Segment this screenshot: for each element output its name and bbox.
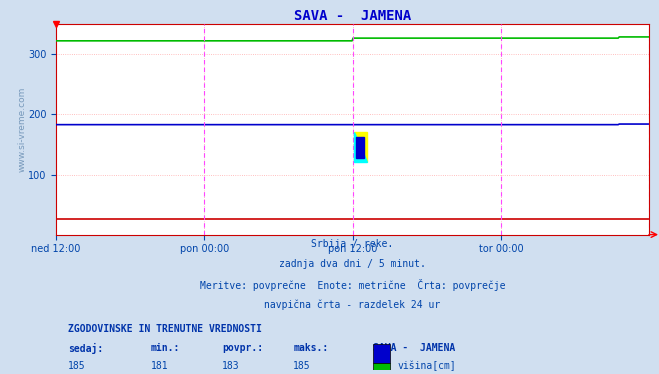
Text: 181: 181 bbox=[151, 361, 169, 371]
Text: višina[cm]: višina[cm] bbox=[397, 361, 456, 371]
Polygon shape bbox=[354, 132, 367, 162]
Title: SAVA -  JAMENA: SAVA - JAMENA bbox=[294, 9, 411, 23]
FancyBboxPatch shape bbox=[373, 344, 390, 364]
Text: maks.:: maks.: bbox=[293, 343, 328, 353]
Text: 183: 183 bbox=[222, 361, 240, 371]
Text: 185: 185 bbox=[293, 361, 311, 371]
Text: Meritve: povprečne  Enote: metrične  Črta: povprečje: Meritve: povprečne Enote: metrične Črta:… bbox=[200, 279, 505, 291]
FancyBboxPatch shape bbox=[373, 364, 390, 374]
Text: min.:: min.: bbox=[151, 343, 181, 353]
Y-axis label: www.si-vreme.com: www.si-vreme.com bbox=[17, 87, 26, 172]
Polygon shape bbox=[354, 132, 367, 162]
Text: navpična črta - razdelek 24 ur: navpična črta - razdelek 24 ur bbox=[264, 300, 441, 310]
Text: Srbija / reke.: Srbija / reke. bbox=[312, 239, 393, 249]
Text: ZGODOVINSKE IN TRENUTNE VREDNOSTI: ZGODOVINSKE IN TRENUTNE VREDNOSTI bbox=[68, 324, 262, 334]
Text: zadnja dva dni / 5 minut.: zadnja dva dni / 5 minut. bbox=[279, 259, 426, 269]
Text: povpr.:: povpr.: bbox=[222, 343, 263, 353]
Text: 185: 185 bbox=[68, 361, 86, 371]
Text: sedaj:: sedaj: bbox=[68, 343, 103, 354]
Text: SAVA -  JAMENA: SAVA - JAMENA bbox=[373, 343, 455, 353]
Bar bbox=[356, 137, 364, 158]
